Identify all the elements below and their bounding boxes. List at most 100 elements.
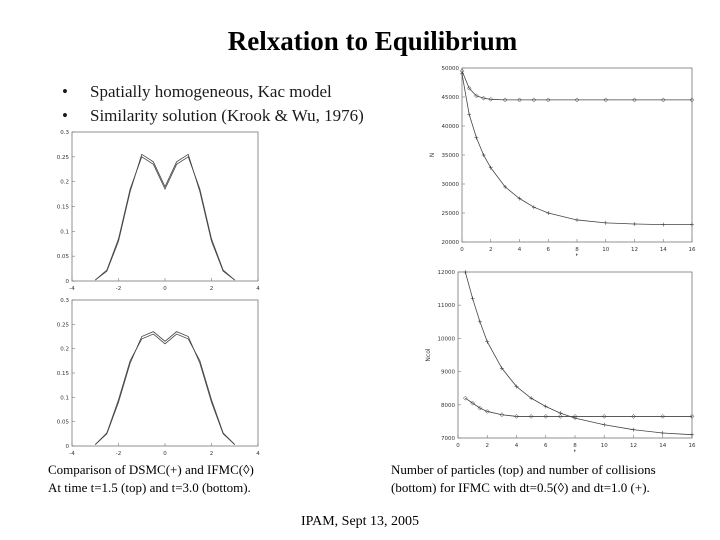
data-point-plus bbox=[514, 384, 519, 389]
data-point-plus bbox=[660, 431, 665, 436]
x-axis-label: t bbox=[574, 449, 577, 452]
x-tick-label: 0 bbox=[456, 443, 460, 449]
data-point-diamond bbox=[558, 414, 563, 419]
caption-right-line: (bottom) for IFMC with dt=0.5(◊) and dt=… bbox=[391, 480, 650, 495]
caption-left: Comparison of DSMC(+) and IFMC(◊) At tim… bbox=[48, 461, 254, 497]
bullet-item: • Spatially homogeneous, Kac model bbox=[62, 80, 364, 104]
data-point-diamond bbox=[462, 395, 468, 401]
caption-right: Number of particles (top) and number of … bbox=[391, 461, 656, 497]
data-point-diamond bbox=[488, 96, 494, 102]
bullet-list: • Spatially homogeneous, Kac model • Sim… bbox=[62, 80, 364, 128]
x-tick-label: 4 bbox=[256, 451, 260, 457]
x-tick-label: 4 bbox=[256, 286, 260, 292]
data-point-plus bbox=[517, 196, 522, 201]
data-point-diamond bbox=[481, 95, 486, 101]
distribution-plot-top: -4 -2 0 2 4 0 0.05 0.1 0.15 0.2 0.25 0.3 bbox=[56, 128, 266, 293]
x-tick-label: 10 bbox=[601, 443, 608, 449]
bullet-text: Similarity solution (Krook & Wu, 1976) bbox=[90, 106, 364, 125]
x-tick-label: 2 bbox=[489, 247, 493, 253]
y-tick-label: 0.15 bbox=[57, 371, 70, 377]
x-tick-label: 4 bbox=[518, 247, 522, 253]
data-point-diamond bbox=[528, 414, 534, 419]
x-tick-label: -4 bbox=[69, 451, 75, 457]
data-point-diamond bbox=[470, 400, 475, 406]
data-point-diamond bbox=[502, 97, 508, 103]
data-point-diamond bbox=[689, 414, 695, 419]
data-point-diamond bbox=[574, 97, 580, 103]
data-point-plus bbox=[488, 165, 493, 170]
bullet-item: • Similarity solution (Krook & Wu, 1976) bbox=[62, 104, 364, 128]
data-point-plus bbox=[631, 427, 636, 432]
series-line bbox=[465, 397, 692, 417]
data-point-diamond bbox=[601, 414, 607, 419]
caption-left-line: Comparison of DSMC(+) and IFMC(◊) bbox=[48, 462, 254, 477]
y-tick-label: 8000 bbox=[441, 403, 455, 409]
data-point-diamond bbox=[499, 412, 505, 418]
data-point-plus bbox=[470, 296, 475, 301]
x-tick-label: 4 bbox=[515, 443, 519, 449]
series-line bbox=[461, 70, 692, 101]
data-point-diamond bbox=[484, 409, 490, 414]
data-point-diamond bbox=[632, 97, 637, 103]
data-point-diamond bbox=[466, 85, 472, 91]
y-tick-label: 0.1 bbox=[60, 229, 69, 235]
data-point-plus bbox=[690, 222, 694, 227]
data-point-plus bbox=[467, 112, 472, 117]
x-axis-label: t bbox=[576, 253, 579, 256]
x-tick-label: -4 bbox=[69, 286, 75, 292]
bullet-text: Spatially homogeneous, Kac model bbox=[90, 82, 332, 101]
distribution-plot-bottom-svg: -4 -2 0 2 4 0 0.05 0.1 0.15 0.2 0.25 0.3 bbox=[57, 298, 261, 457]
y-tick-label: 30000 bbox=[442, 182, 460, 188]
x-tick-label: 0 bbox=[163, 286, 167, 292]
y-tick-label: 7000 bbox=[441, 436, 455, 442]
x-tick-label: 16 bbox=[689, 247, 696, 253]
y-axis-label: Ncol bbox=[425, 348, 432, 361]
x-tick-label: 12 bbox=[630, 443, 637, 449]
data-point-plus bbox=[474, 135, 479, 140]
data-point-plus bbox=[575, 217, 579, 222]
data-point-diamond bbox=[660, 97, 666, 103]
y-tick-label: 0.3 bbox=[60, 298, 69, 304]
y-tick-label: 0.05 bbox=[57, 254, 70, 260]
series-line bbox=[94, 156, 236, 281]
series-line bbox=[95, 153, 235, 281]
y-tick-label: 0.05 bbox=[57, 420, 70, 426]
y-tick-label: 12000 bbox=[438, 270, 456, 276]
y-tick-label: 0.15 bbox=[57, 205, 70, 211]
data-point-diamond bbox=[514, 414, 519, 419]
y-tick-label: 45000 bbox=[442, 95, 460, 101]
distribution-plot-bottom: -4 -2 0 2 4 0 0.05 0.1 0.15 0.2 0.25 0.3 bbox=[56, 296, 266, 458]
plot-frame bbox=[71, 131, 259, 282]
y-tick-label: 0 bbox=[66, 279, 70, 285]
y-tick-label: 9000 bbox=[441, 370, 455, 376]
caption-right-line: Number of particles (top) and number of … bbox=[391, 462, 656, 477]
x-tick-label: 2 bbox=[210, 286, 214, 292]
data-point-plus bbox=[632, 222, 637, 227]
series-line bbox=[94, 333, 236, 445]
x-tick-label: 0 bbox=[163, 451, 167, 457]
series-line bbox=[461, 73, 692, 226]
data-point-plus bbox=[477, 319, 482, 324]
y-axis-label: N bbox=[429, 153, 436, 158]
series-line bbox=[464, 271, 693, 436]
data-point-plus bbox=[543, 404, 548, 409]
collisions-plot-svg: 0 2 4 6 8 10 12 14 16 7000 8000 9000 10000 11000 12000… bbox=[425, 270, 696, 452]
data-point-diamond bbox=[474, 93, 479, 99]
y-tick-label: 10000 bbox=[438, 336, 456, 342]
particles-plot: 0 2 4 6 8 10 12 14 16 20000 25000 30000 35000 40000 45… bbox=[428, 64, 698, 256]
data-point-plus bbox=[546, 211, 551, 215]
x-tick-label: 16 bbox=[689, 443, 696, 449]
data-point-plus bbox=[463, 270, 468, 274]
x-tick-label: 2 bbox=[210, 451, 214, 457]
x-tick-label: 14 bbox=[660, 247, 667, 253]
y-tick-label: 0.25 bbox=[57, 155, 70, 161]
data-point-diamond bbox=[545, 97, 551, 103]
series-line bbox=[94, 331, 236, 445]
data-point-plus bbox=[481, 153, 486, 157]
data-point-plus bbox=[602, 422, 607, 427]
collisions-plot: 0 2 4 6 8 10 12 14 16 7000 8000 9000 10000 11000 12000… bbox=[424, 262, 698, 452]
data-point-plus bbox=[485, 339, 490, 344]
x-tick-label: 14 bbox=[659, 443, 666, 449]
data-point-plus bbox=[573, 416, 577, 421]
y-tick-label: 35000 bbox=[442, 153, 460, 159]
